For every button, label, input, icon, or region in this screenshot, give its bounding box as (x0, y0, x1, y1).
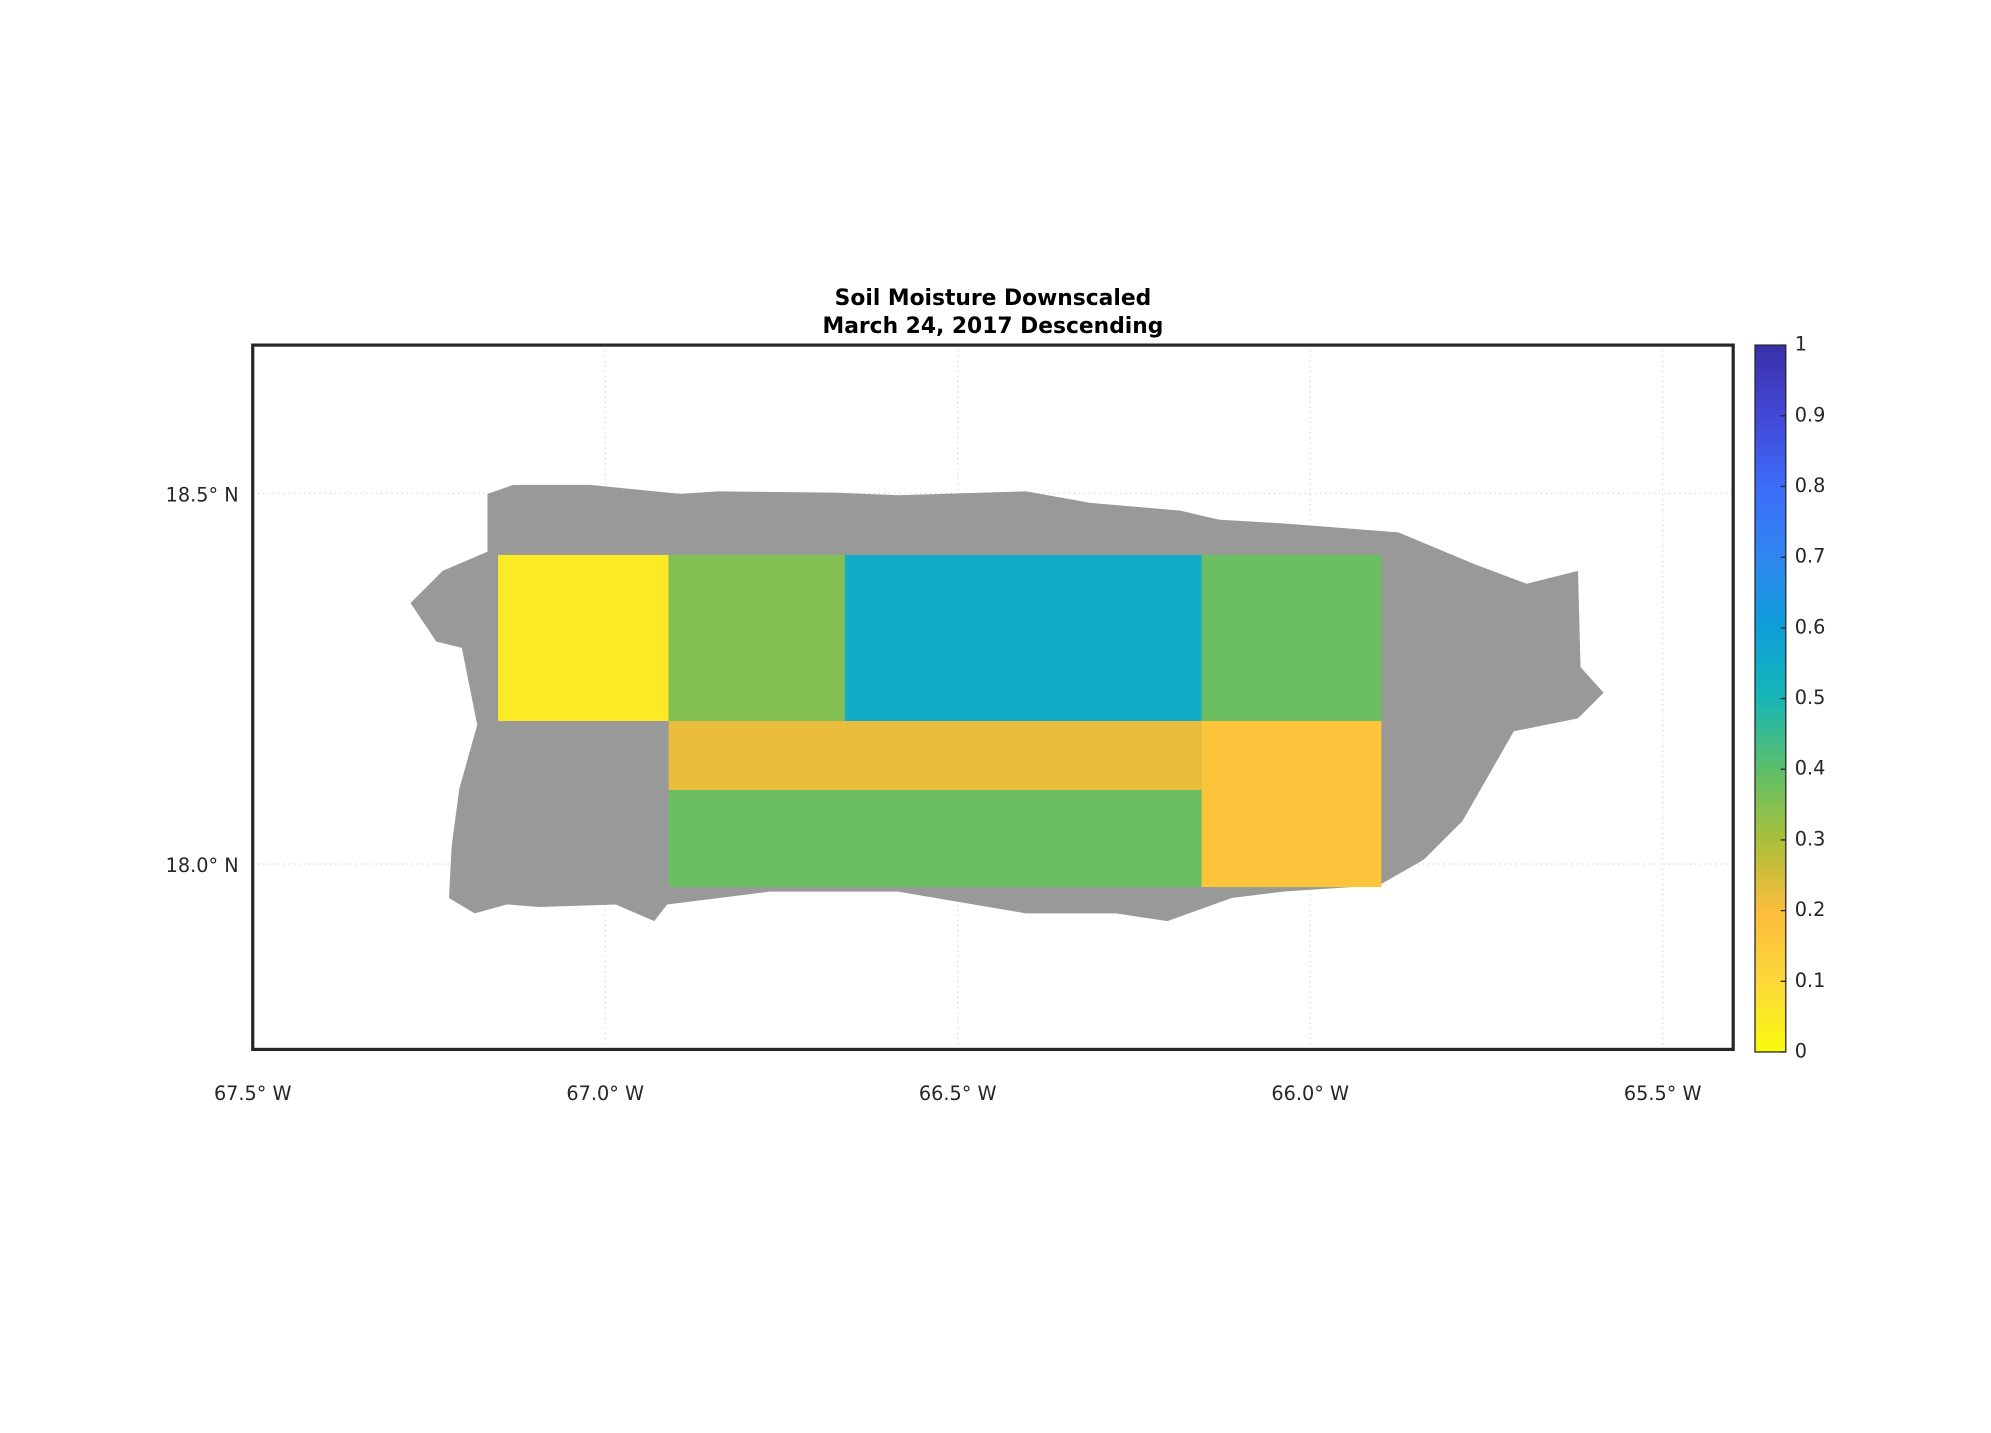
regions (498, 554, 1382, 888)
colorbar-tick-label: 0.4 (1795, 757, 1826, 780)
x-tick-label: 66.5° W (919, 1082, 997, 1105)
title-line: March 24, 2017 Descending (823, 314, 1164, 339)
colorbar-tick-label: 0.5 (1795, 686, 1826, 709)
colorbar-tick-label: 0.2 (1795, 898, 1826, 921)
y-tick-label: 18.5° N (166, 483, 239, 506)
x-tick-label: 67.0° W (566, 1082, 644, 1105)
axes-box (251, 343, 1735, 1052)
colorbar-tick-label: 0.1 (1795, 969, 1826, 992)
figure-root: Soil Moisture Downscaled March 24, 2017 … (166, 286, 1826, 1105)
x-tick-label: 65.5° W (1624, 1082, 1702, 1105)
colorbar-tick-label: 0 (1795, 1039, 1807, 1062)
colorbar-tick-label: 0.8 (1795, 474, 1826, 497)
x-tick-label: 67.5° W (214, 1082, 292, 1105)
colorbar-tick-label: 1 (1795, 333, 1807, 356)
colorbar-tick-label: 0.6 (1795, 615, 1826, 638)
moisture-region (844, 554, 1202, 721)
moisture-region (1201, 554, 1382, 721)
colorbar-tick-label: 0.7 (1795, 545, 1826, 568)
moisture-region (498, 554, 669, 721)
moisture-region (668, 720, 1202, 790)
moisture-region (668, 789, 1202, 888)
moisture-region (1201, 720, 1382, 888)
x-tick-label: 66.0° W (1271, 1082, 1349, 1105)
title-line: Soil Moisture Downscaled (835, 286, 1152, 311)
colorbar-ticks: 0 0.1 0.2 0.3 0.4 0.5 0.6 0.7 0.8 0.9 1 (1780, 333, 1826, 1062)
y-tick-label: 18.0° N (166, 854, 239, 877)
colorbar-tick-label: 0.9 (1795, 403, 1826, 426)
moisture-region (668, 554, 845, 721)
colorbar-tick-label: 0.3 (1795, 827, 1826, 850)
